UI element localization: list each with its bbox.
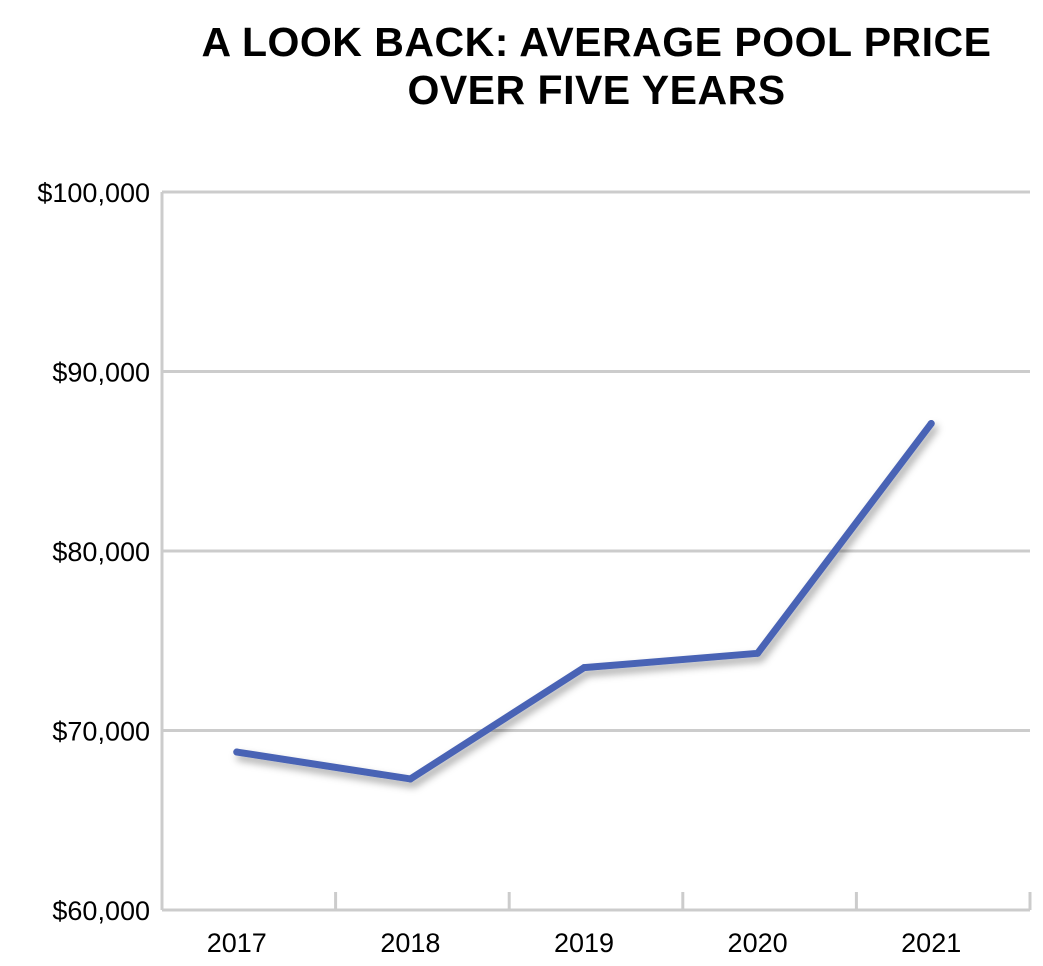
chart-title: A LOOK BACK: AVERAGE POOL PRICE OVER FIV… bbox=[150, 18, 1043, 114]
series-line bbox=[233, 420, 935, 783]
y-tick-label: $100,000 bbox=[37, 178, 150, 208]
y-tick-label: $70,000 bbox=[52, 717, 150, 747]
y-tick-label: $60,000 bbox=[52, 896, 150, 926]
y-tick-label: $80,000 bbox=[52, 537, 150, 567]
x-tick-label: 2018 bbox=[380, 928, 440, 958]
data-point bbox=[233, 748, 241, 756]
x-tick-label: 2019 bbox=[554, 928, 614, 958]
data-point bbox=[927, 420, 935, 428]
data-point bbox=[580, 664, 588, 672]
data-point bbox=[406, 775, 414, 783]
y-tick-label: $90,000 bbox=[52, 358, 150, 388]
x-tick-label: 2017 bbox=[207, 928, 267, 958]
chart-title-line-1: A LOOK BACK: AVERAGE POOL PRICE bbox=[201, 19, 992, 65]
x-tick-label: 2021 bbox=[901, 928, 961, 958]
chart-title-line-2: OVER FIVE YEARS bbox=[407, 67, 786, 113]
x-tick-label: 2020 bbox=[728, 928, 788, 958]
data-point bbox=[754, 649, 762, 657]
